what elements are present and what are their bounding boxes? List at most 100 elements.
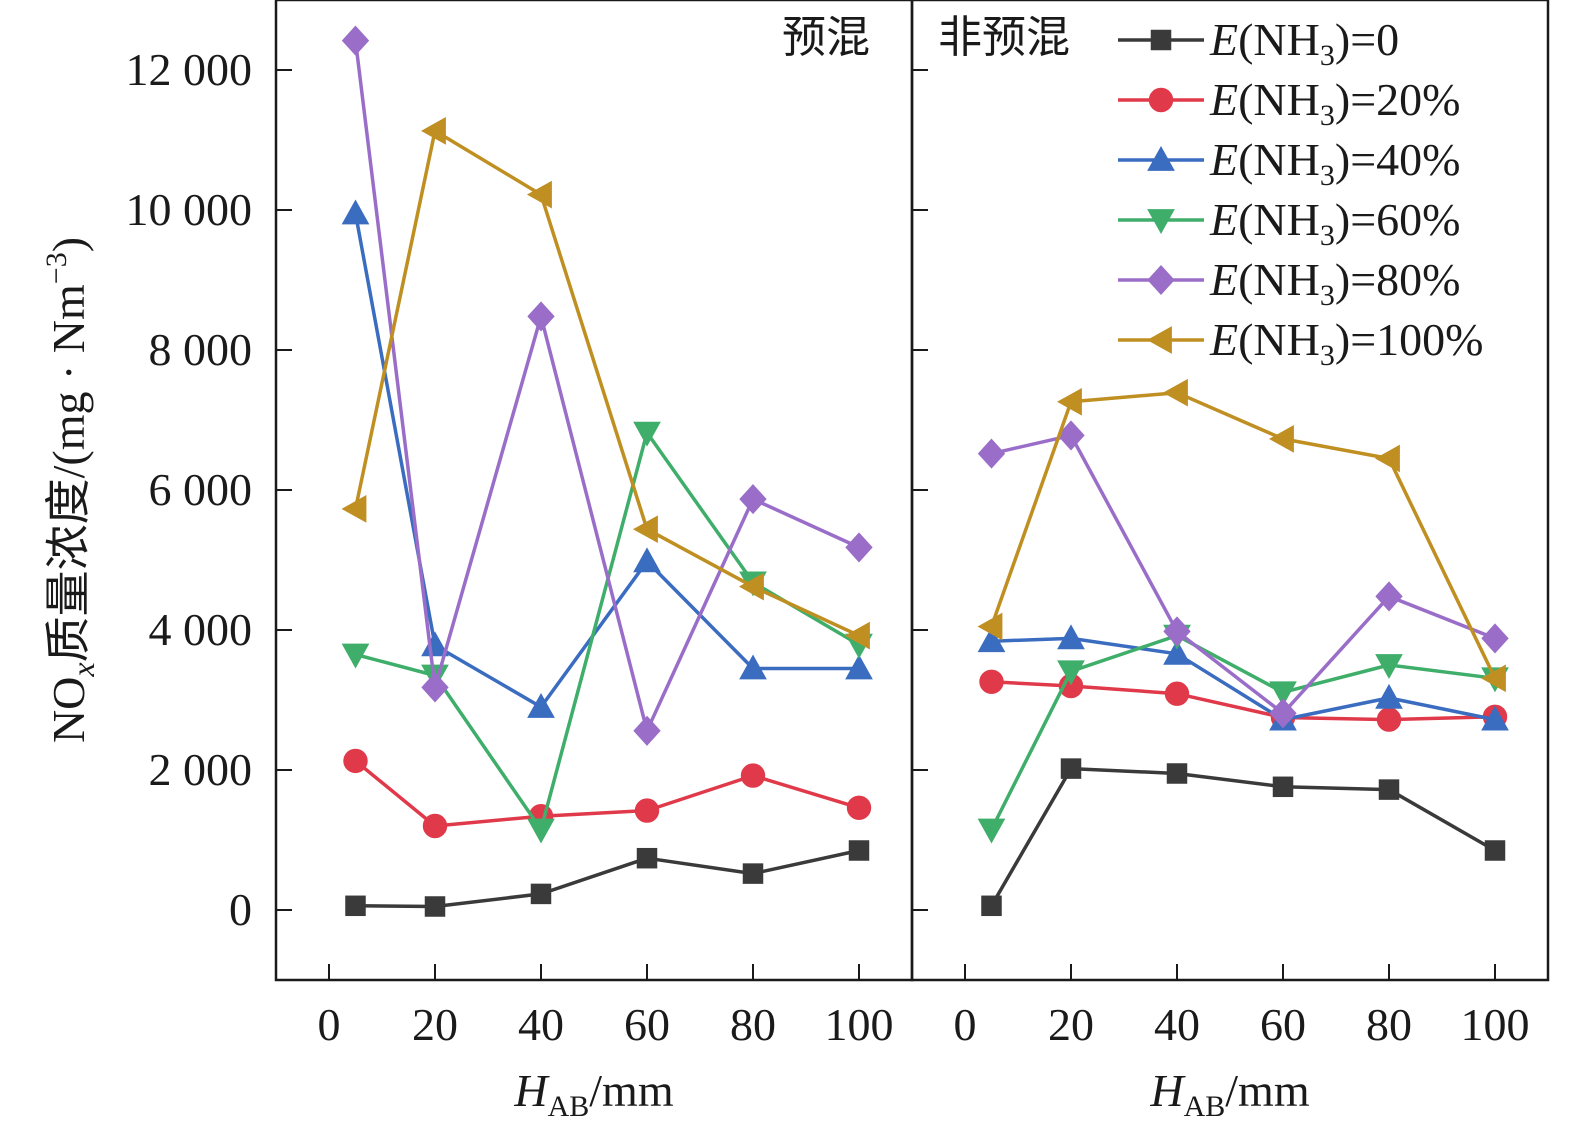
legend-item: E(NH3)=80% <box>1118 254 1460 312</box>
series-0-3 <box>341 421 873 844</box>
y-tick-label: 6 000 <box>149 464 253 515</box>
x-tick-label: 100 <box>1461 999 1530 1050</box>
y-axis-title: NOx质量浓度/(mg · Nm−3) <box>40 237 101 743</box>
series-line <box>989 766 1496 907</box>
data-point <box>1375 683 1403 709</box>
series-1-1 <box>979 669 1508 732</box>
y-tick-label: 12 000 <box>126 44 253 95</box>
data-point <box>1481 705 1509 731</box>
legend-item: E(NH3)=40% <box>1118 134 1460 192</box>
data-point <box>526 180 552 209</box>
legend-item: E(NH3)=20% <box>1118 74 1460 132</box>
legend-item: E(NH3)=0 <box>1118 14 1399 72</box>
data-point <box>527 301 555 332</box>
x-tick-label: 80 <box>1366 999 1412 1050</box>
series-line <box>989 390 1497 680</box>
data-point <box>424 896 446 917</box>
x-tick-label: 60 <box>1260 999 1306 1050</box>
series-1-3 <box>977 624 1509 844</box>
data-point <box>1147 264 1175 296</box>
series-0-2 <box>341 199 873 718</box>
series-0-5 <box>341 117 870 650</box>
legend-label: E(NH3)=60% <box>1209 194 1460 252</box>
legend: E(NH3)=0E(NH3)=20%E(NH3)=40%E(NH3)=60%E(… <box>1118 14 1483 372</box>
data-point <box>1484 840 1506 861</box>
data-point <box>632 515 658 544</box>
data-point <box>1057 624 1085 650</box>
x-tick-label: 0 <box>318 999 341 1050</box>
series-line <box>353 129 860 638</box>
data-point <box>1150 29 1172 51</box>
data-point <box>740 763 766 788</box>
y-tick-label: 10 000 <box>126 184 253 235</box>
data-point <box>634 798 660 823</box>
data-point <box>341 495 367 523</box>
data-point <box>422 813 448 839</box>
data-point <box>1148 87 1174 113</box>
x-tick-label: 0 <box>954 999 977 1050</box>
data-point <box>739 484 767 515</box>
y-tick-label: 4 000 <box>149 604 253 655</box>
data-point <box>1481 623 1509 654</box>
data-point <box>1163 616 1191 647</box>
data-point <box>977 818 1006 844</box>
data-point <box>341 643 370 669</box>
legend-item: E(NH3)=100% <box>1118 314 1483 372</box>
panel-label-premixed: 预混 <box>782 12 870 63</box>
series-1-2 <box>977 624 1509 731</box>
legend-item: E(NH3)=60% <box>1118 194 1460 252</box>
x-axis-title-nonpremixed: HAB/mm <box>1149 1065 1309 1123</box>
x-tick-label: 100 <box>825 999 894 1050</box>
data-point <box>1056 387 1082 416</box>
legend-label: E(NH3)=80% <box>1209 254 1460 312</box>
panel-frame-premixed <box>274 0 914 982</box>
data-point <box>527 818 555 844</box>
data-point <box>739 654 767 680</box>
series-line <box>353 40 860 733</box>
data-point <box>977 612 1003 641</box>
data-point <box>1166 763 1188 784</box>
data-point <box>1376 707 1402 732</box>
data-point <box>343 748 368 774</box>
series-1-5 <box>977 378 1506 693</box>
data-point <box>633 547 661 573</box>
data-point <box>845 654 873 680</box>
series-line <box>355 430 860 832</box>
series-0-4 <box>341 25 873 746</box>
x-tick-label: 20 <box>1048 999 1094 1050</box>
data-point <box>421 672 449 703</box>
series-1-0 <box>981 758 1506 917</box>
data-point <box>633 421 661 447</box>
data-point <box>1164 681 1190 706</box>
data-point <box>420 117 446 145</box>
data-point <box>1147 209 1175 235</box>
data-point <box>527 692 555 718</box>
data-point <box>345 895 366 917</box>
series-0-1 <box>343 748 872 839</box>
data-point <box>1163 639 1191 665</box>
series-line <box>353 213 859 709</box>
legend-label: E(NH3)=40% <box>1209 134 1460 192</box>
data-point <box>844 621 870 650</box>
data-point <box>1146 326 1172 354</box>
data-point <box>636 847 658 869</box>
x-tick-label: 40 <box>518 999 564 1050</box>
data-point <box>1057 660 1085 686</box>
data-point <box>341 25 370 56</box>
data-point <box>1269 681 1297 707</box>
series-line <box>989 633 1496 831</box>
panel-label-nonpremixed: 非预混 <box>938 12 1070 63</box>
data-point <box>977 627 1006 653</box>
data-point <box>738 572 764 601</box>
data-point <box>1378 779 1400 800</box>
y-tick-label: 2 000 <box>149 744 253 795</box>
data-series <box>341 25 1509 917</box>
data-point <box>1268 425 1294 453</box>
data-point <box>1374 444 1400 473</box>
data-point <box>1272 776 1294 798</box>
series-0-0 <box>345 840 870 917</box>
x-tick-label: 60 <box>624 999 670 1050</box>
x-tick-label: 40 <box>1154 999 1200 1050</box>
data-point <box>846 795 872 820</box>
